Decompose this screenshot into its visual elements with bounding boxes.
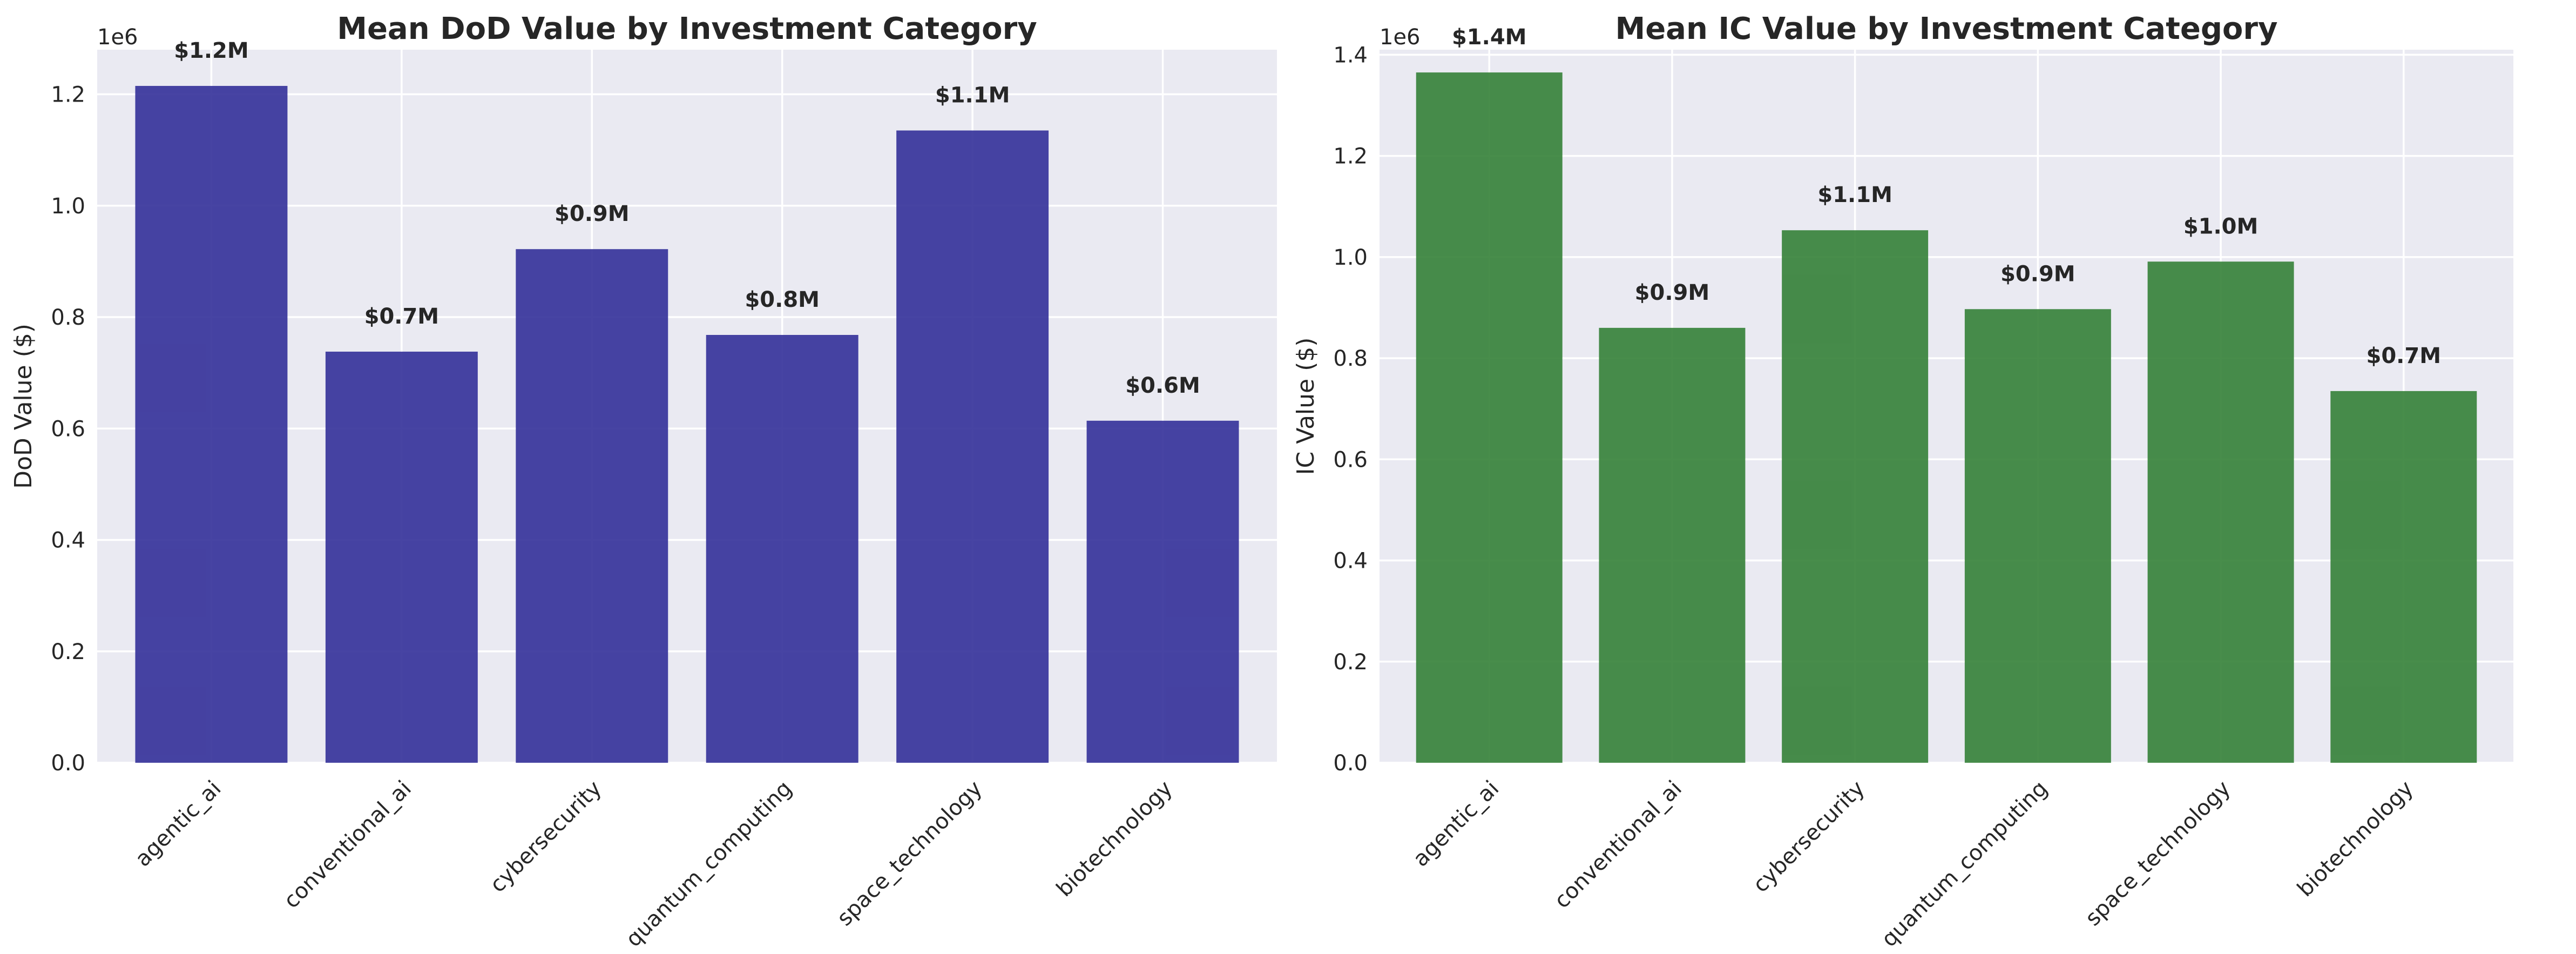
- y-tick-label: 0.0: [1333, 751, 1368, 776]
- bar-data-label: $0.6M: [1125, 373, 1200, 398]
- y-tick-label: 1.4: [1333, 43, 1368, 68]
- bar-data-label: $1.4M: [1452, 25, 1527, 50]
- chart-title: Mean DoD Value by Investment Category: [337, 11, 1037, 46]
- y-tick-label: 0.8: [1333, 346, 1368, 371]
- y-tick-label: 0.6: [51, 416, 85, 441]
- y-tick-label: 1.0: [51, 194, 85, 219]
- chart-title: Mean IC Value by Investment Category: [1615, 11, 2277, 46]
- bar-agentic_ai: [1416, 72, 1563, 763]
- bar-conventional_ai: [325, 351, 478, 763]
- y-tick-label: 0.4: [1333, 549, 1368, 574]
- y-tick-label: 0.2: [51, 640, 85, 664]
- y-tick-label: 0.4: [51, 528, 85, 553]
- bar-biotechnology: [1086, 420, 1239, 763]
- x-tick-label: agentic_ai: [1408, 776, 1504, 872]
- bar-data-label: $0.9M: [1635, 280, 1710, 305]
- bar-quantum_computing: [706, 335, 858, 763]
- y-axis-label: DoD Value ($): [10, 324, 37, 489]
- y-axis-label: IC Value ($): [1292, 338, 1320, 475]
- bar-cybersecurity: [1782, 230, 1929, 763]
- x-tick-label: space_technology: [833, 776, 988, 931]
- x-tick-label: cybersecurity: [1748, 776, 1870, 898]
- bar-space_technology: [2147, 261, 2294, 763]
- bar-space_technology: [896, 130, 1049, 763]
- panel-ic: 0.0 0.2 0.4 0.6 0.8 1.0 1.2 1.4 $1.4M agentic_ai $…: [1292, 11, 2513, 952]
- x-tick-label: biotechnology: [2293, 776, 2418, 902]
- bar-conventional_ai: [1599, 327, 1746, 763]
- x-tick-label: quantum_computing: [621, 776, 797, 952]
- plot-area: [1380, 50, 2513, 763]
- x-tick-label: quantum_computing: [1877, 776, 2053, 952]
- y-tick-label: 0.6: [1333, 447, 1368, 472]
- bar-agentic_ai: [135, 86, 288, 763]
- bar-data-label: $1.1M: [935, 83, 1010, 108]
- x-tick-label: conventional_ai: [279, 776, 416, 913]
- y-tick-label: 1.2: [1333, 144, 1368, 169]
- x-tick-label: cybersecurity: [485, 776, 607, 898]
- panel-dod: 0.0 0.2 0.4 0.6 0.8 1.0 1.2 $1.2M agentic_ai $0.7…: [10, 11, 1277, 952]
- axis-offset-label: 1e6: [1380, 25, 1421, 50]
- x-tick-label: conventional_ai: [1550, 776, 1687, 913]
- x-tick-label: agentic_ai: [131, 776, 226, 872]
- axis-offset-label: 1e6: [97, 25, 138, 50]
- y-tick-label: 0.2: [1333, 650, 1368, 675]
- bar-data-label: $0.8M: [745, 287, 820, 312]
- y-tick-label: 1.0: [1333, 245, 1368, 270]
- bar-quantum_computing: [1964, 309, 2111, 763]
- bar-cybersecurity: [516, 249, 668, 763]
- bar-data-label: $0.7M: [2367, 344, 2442, 368]
- plot-area: [97, 50, 1277, 763]
- bar-data-label: $0.9M: [555, 201, 630, 226]
- x-tick-label: space_technology: [2080, 776, 2235, 931]
- bar-data-label: $1.0M: [2183, 214, 2259, 239]
- bar-biotechnology: [2330, 391, 2477, 763]
- bar-data-label: $0.7M: [364, 304, 440, 329]
- bar-data-label: $1.1M: [1817, 183, 1892, 207]
- bar-data-label: $1.2M: [174, 38, 249, 63]
- y-tick-label: 0.8: [51, 305, 85, 330]
- bar-data-label: $0.9M: [2000, 261, 2075, 286]
- y-tick-label: 1.2: [51, 83, 85, 108]
- x-tick-label: biotechnology: [1052, 776, 1178, 902]
- y-tick-label: 0.0: [51, 751, 85, 776]
